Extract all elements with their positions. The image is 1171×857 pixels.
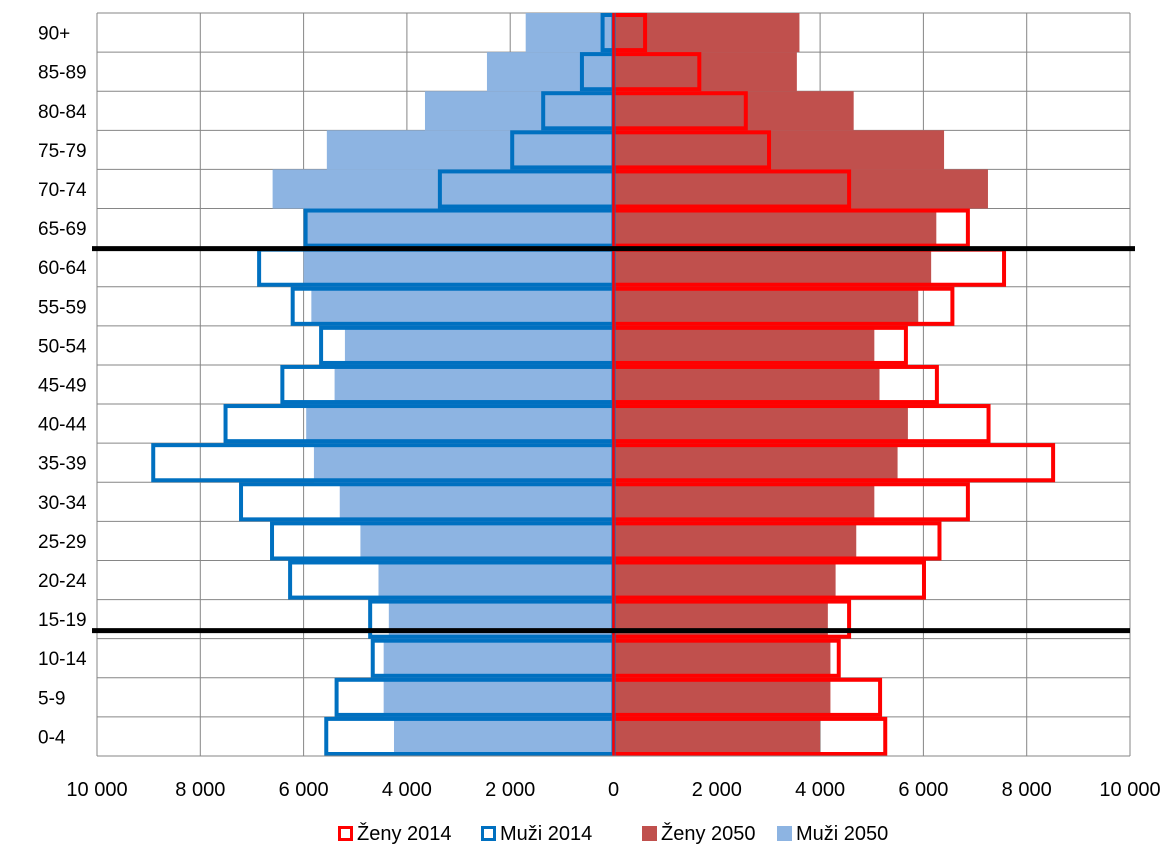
bar-eny-2050-0-4 (613, 716, 821, 756)
bar-eny-2050-30-34 (613, 482, 875, 522)
x-tick-label: 10 000 (1099, 779, 1160, 801)
legend: Ženy 2014 Muži 2014 Ženy 2050 Muži 2050 (338, 822, 888, 845)
bar-mu-i-2050-25-29 (360, 521, 614, 561)
legend-swatch (777, 826, 792, 841)
reference-lines (92, 246, 1135, 634)
category-label: 35-39 (38, 454, 87, 475)
bar-mu-i-2050-85-89 (486, 52, 614, 92)
x-tick-label: 10 000 (66, 779, 127, 801)
bar-eny-2050-70-74 (613, 169, 988, 209)
bar-mu-i-2050-65-69 (303, 208, 614, 248)
bar-eny-2050-10-14 (613, 638, 831, 678)
x-tick-label: 0 (608, 779, 619, 801)
bar-mu-i-2050-90+ (525, 13, 614, 53)
category-label: 85-89 (38, 63, 87, 84)
bar-eny-2050-80-84 (613, 91, 854, 131)
bar-mu-i-2050-40-44 (306, 404, 614, 444)
category-labels: 0-4 5-9 10-14 15-19 20-24 25-29 30-34 35-39 40-4… (38, 24, 87, 749)
category-label: 5-9 (38, 688, 65, 709)
x-tick-label: 2 000 (692, 779, 742, 801)
bar-mu-i-2050-10-14 (383, 638, 614, 678)
category-label: 80-84 (38, 102, 87, 123)
legend-label: Ženy 2014 (357, 822, 452, 845)
bar-mu-i-2050-75-79 (326, 130, 614, 170)
bar-eny-2050-75-79 (613, 130, 945, 170)
category-label: 65-69 (38, 219, 87, 240)
bar-eny-2050-20-24 (613, 560, 836, 600)
bar-mu-i-2050-30-34 (339, 482, 614, 522)
x-tick-label: 2 000 (485, 779, 535, 801)
category-label: 20-24 (38, 571, 87, 592)
bar-mu-i-2050-0-4 (393, 716, 614, 756)
bar-mu-i-2050-45-49 (334, 364, 614, 405)
legend-swatch (481, 826, 496, 841)
legend-label: Ženy 2050 (661, 822, 756, 845)
bar-mu-i-2050-5-9 (383, 677, 614, 717)
category-label: 90+ (38, 24, 70, 45)
x-tick-label: 4 000 (382, 779, 432, 801)
category-label: 40-44 (38, 415, 87, 436)
bar-mu-i-2050-60-64 (303, 247, 614, 287)
bar-mu-i-2050-70-74 (272, 169, 614, 209)
x-tick-label: 4 000 (795, 779, 845, 801)
axes (97, 13, 1130, 757)
bar-eny-2050-25-29 (613, 521, 857, 561)
bar-mu-i-2050-50-54 (344, 325, 614, 365)
category-label: 45-49 (38, 376, 87, 397)
filled-bars (272, 13, 988, 756)
category-label: 75-79 (38, 141, 87, 162)
x-tick-label: 8 000 (1002, 779, 1052, 801)
bar-eny-2050-60-64 (613, 247, 932, 287)
x-tick-label: 8 000 (175, 779, 225, 801)
category-label: 30-34 (38, 493, 87, 514)
category-label: 15-19 (38, 610, 87, 631)
bar-mu-i-2050-20-24 (378, 560, 614, 600)
category-label: 25-29 (38, 532, 87, 553)
bar-eny-2050-35-39 (613, 443, 898, 483)
bar-eny-2050-5-9 (613, 677, 831, 717)
x-tick-labels: 10 000 8 000 6 000 4 000 2 000 0 2 000 4 000 6 0… (66, 779, 1160, 801)
bar-mu-i-2050-80-84 (424, 91, 614, 131)
legend-swatch (642, 826, 657, 841)
bar-eny-2050-90+ (613, 13, 800, 53)
legend-swatch (338, 826, 353, 841)
bar-eny-2050-45-49 (613, 364, 880, 405)
bar-eny-2050-65-69 (613, 208, 937, 248)
bar-eny-2050-40-44 (613, 404, 908, 444)
bar-eny-2050-50-54 (613, 325, 875, 365)
category-label: 60-64 (38, 258, 87, 279)
x-tick-label: 6 000 (279, 779, 329, 801)
category-label: 0-4 (38, 727, 66, 748)
category-label: 55-59 (38, 297, 87, 318)
bar-mu-i-2050-55-59 (311, 286, 614, 326)
category-label: 10-14 (38, 649, 87, 670)
bar-mu-i-2050-35-39 (313, 443, 614, 483)
bar-eny-2050-55-59 (613, 286, 919, 326)
x-tick-label: 6 000 (898, 779, 948, 801)
category-label: 50-54 (38, 336, 87, 357)
legend-label: Muži 2014 (500, 823, 592, 845)
category-label: 70-74 (38, 180, 87, 201)
bar-eny-2050-85-89 (613, 52, 797, 92)
legend-label: Muži 2050 (796, 823, 888, 845)
